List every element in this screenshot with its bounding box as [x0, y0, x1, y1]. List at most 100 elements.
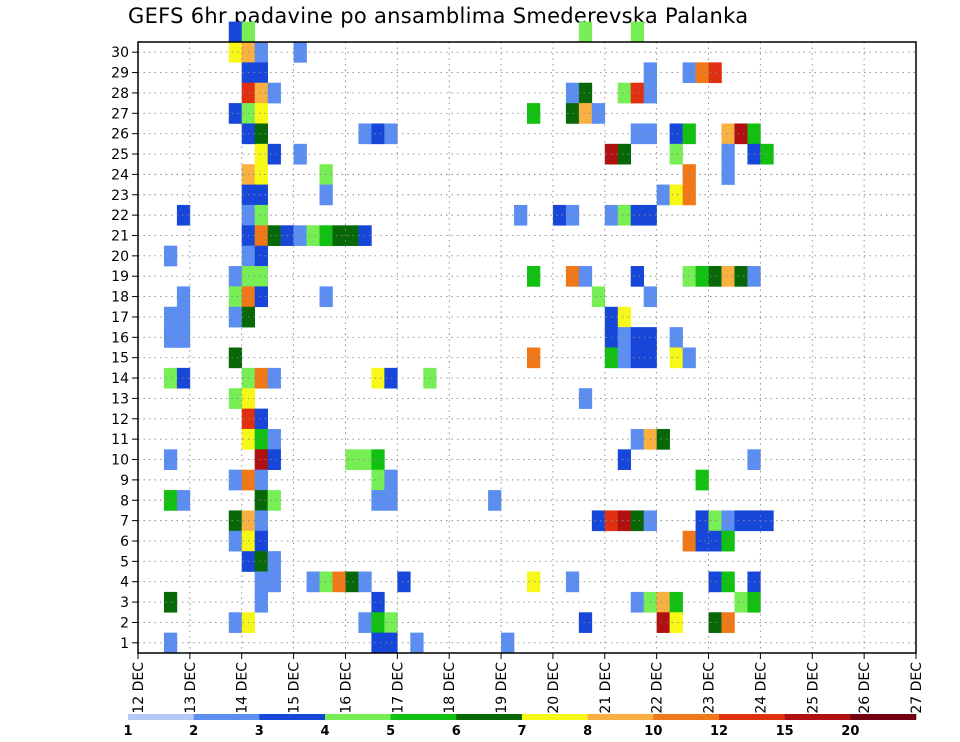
heatmap-cell — [695, 530, 709, 552]
heatmap-cell — [371, 490, 385, 511]
heatmap-cell — [656, 612, 670, 633]
heatmap-cell — [669, 143, 683, 165]
heatmap-cell — [617, 306, 632, 328]
y-tick-label: 4 — [120, 575, 129, 591]
x-tick-label: 22 DEC — [650, 662, 666, 714]
heatmap-cell — [552, 204, 567, 226]
heatmap-cell — [669, 327, 683, 348]
heatmap-cell — [267, 143, 281, 165]
heatmap-cell — [591, 286, 606, 308]
heatmap-cell — [591, 103, 606, 124]
heatmap-cell — [176, 204, 191, 226]
colorbar-tick-label: 8 — [583, 724, 592, 739]
colorbar-swatch — [325, 714, 391, 720]
heatmap-cell — [708, 612, 722, 633]
heatmap-cell — [578, 388, 593, 409]
heatmap-cell — [630, 204, 644, 226]
heatmap-cell — [578, 82, 593, 104]
heatmap-cell — [254, 62, 268, 84]
y-tick-label: 11 — [111, 432, 129, 448]
x-tick-label: 21 DEC — [598, 662, 614, 714]
heatmap-cell — [734, 591, 748, 613]
heatmap-cell — [721, 530, 735, 552]
heatmap-cell — [228, 530, 243, 552]
heatmap-cell — [163, 306, 178, 328]
heatmap-cell — [617, 327, 632, 348]
colorbar-tick-label: 3 — [255, 724, 264, 739]
y-tick-label: 27 — [111, 106, 129, 122]
x-tick-label: 15 DEC — [287, 662, 303, 714]
colorbar-swatch — [719, 714, 785, 720]
y-tick-label: 6 — [120, 534, 129, 550]
heatmap-cell — [708, 510, 722, 532]
heatmap-cell — [163, 367, 178, 389]
heatmap-cell — [578, 612, 593, 633]
heatmap-cell — [708, 266, 722, 287]
heatmap-cell — [293, 143, 307, 165]
heatmap-cell — [397, 571, 411, 593]
heatmap-cell — [669, 123, 683, 145]
colorbar-tick-label: 2 — [189, 724, 198, 739]
heatmap-cell — [669, 591, 683, 613]
heatmap-cell — [708, 62, 722, 84]
heatmap-cell — [760, 143, 774, 165]
heatmap-cell — [358, 123, 372, 145]
heatmap-cell — [228, 266, 243, 287]
heatmap-cell — [254, 204, 268, 226]
heatmap-cell — [254, 225, 268, 246]
heatmap-cell — [527, 103, 541, 124]
colorbar-tick-label: 5 — [386, 724, 395, 739]
heatmap-cell — [630, 510, 644, 532]
heatmap-cell — [721, 571, 735, 593]
colorbar-tick-label: 15 — [776, 724, 794, 739]
heatmap-cell — [734, 123, 748, 145]
heatmap-cell — [254, 490, 268, 511]
heatmap-cell — [254, 408, 268, 430]
colorbar: 1 2 3 4 5 6 7 8 10 12 15 20 — [123, 714, 917, 739]
heatmap-cell — [267, 551, 281, 572]
heatmap-cell — [617, 204, 632, 226]
heatmap-cell — [371, 632, 385, 654]
heatmap-cell — [228, 612, 243, 633]
heatmap-cell — [656, 428, 670, 450]
y-tick-label: 17 — [111, 310, 129, 326]
y-tick-label: 9 — [120, 473, 129, 489]
heatmap-cell — [656, 591, 670, 613]
heatmap-cell — [254, 82, 268, 104]
x-tick-label: 17 DEC — [390, 662, 406, 714]
x-tick-label: 13 DEC — [183, 662, 199, 714]
y-tick-label: 21 — [111, 228, 129, 244]
y-tick-label: 7 — [120, 514, 129, 530]
heatmap-cell — [656, 184, 670, 206]
heatmap-cell — [695, 266, 709, 287]
heatmap-cell — [176, 286, 191, 308]
x-tick-labels: 12 DEC 13 DEC 14 DEC 15 DEC 16 DEC 17 DEC 18 D… — [131, 653, 925, 714]
heatmap-cell — [527, 266, 541, 287]
y-tick-label: 26 — [111, 127, 129, 143]
y-tick-label: 29 — [111, 66, 129, 82]
y-tick-label: 1 — [120, 636, 129, 652]
heatmap-cell — [630, 327, 644, 348]
colorbar-tick-label: 20 — [841, 724, 859, 739]
y-tick-label: 8 — [120, 493, 129, 509]
heatmap-cell — [630, 428, 644, 450]
colorbar-tick-label: 10 — [644, 724, 662, 739]
heatmap-cell — [371, 612, 385, 633]
colorbar-swatch — [456, 714, 523, 720]
heatmap-cell — [228, 103, 243, 124]
heatmap-cell — [358, 571, 372, 593]
heatmap-cell — [254, 571, 268, 593]
heatmap-cell — [267, 225, 281, 246]
heatmap-cell — [228, 347, 243, 369]
heatmap-cell — [514, 204, 528, 226]
heatmap-cell — [254, 266, 268, 287]
x-tick-label: 19 DEC — [494, 662, 510, 714]
x-tick-label: 25 DEC — [805, 662, 821, 714]
y-tick-label: 18 — [111, 290, 129, 306]
heatmap-cell — [267, 449, 281, 470]
y-tick-label: 16 — [111, 330, 129, 346]
heatmap-cell — [358, 225, 372, 246]
heatmap-cell — [163, 632, 178, 654]
y-tick-label: 12 — [111, 412, 129, 428]
